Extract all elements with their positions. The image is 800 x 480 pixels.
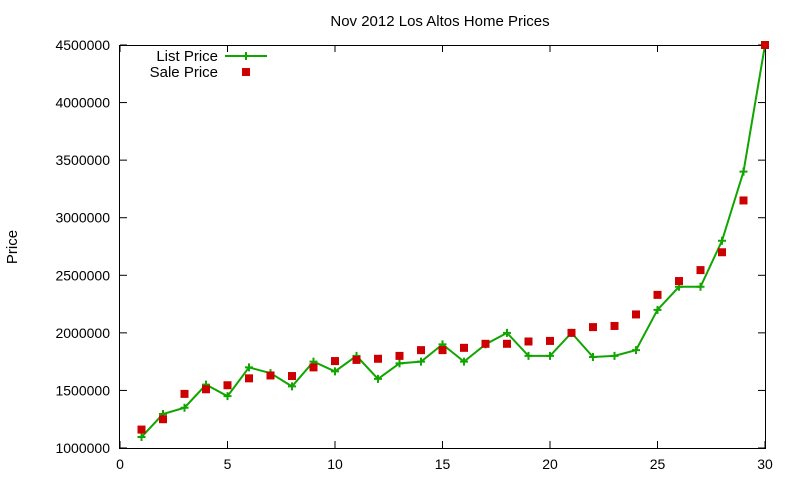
- sale-price-point: [331, 357, 339, 366]
- sale-price-point: [546, 336, 554, 345]
- sale-price-point: [761, 41, 769, 49]
- sale-price-point: [202, 385, 210, 394]
- y-tick-label: 4500000: [55, 37, 110, 53]
- sale-price-point: [438, 346, 447, 355]
- y-axis-label: Price: [4, 230, 21, 264]
- sale-price-point: [417, 346, 425, 355]
- sale-price-point: [503, 339, 511, 348]
- list-price-point: [739, 167, 748, 176]
- list-price-point: [288, 382, 296, 391]
- x-tick-label: 20: [542, 456, 558, 472]
- legend-label: Sale Price: [150, 64, 218, 81]
- sale-price-point: [374, 354, 382, 363]
- sale-price-point: [696, 266, 705, 275]
- list-price-line: [140, 44, 766, 438]
- list-price-point: [546, 351, 554, 360]
- list-price-point: [180, 403, 189, 412]
- y-tick-label: 3500000: [55, 152, 110, 168]
- list-price-point: [223, 392, 232, 401]
- sale-price-point: [223, 381, 232, 390]
- x-tick-label: 30: [757, 456, 773, 472]
- sale-price-point: [460, 343, 468, 352]
- list-price-point: [610, 351, 619, 360]
- legend-label: List Price: [156, 48, 218, 65]
- sale-price-point: [739, 196, 748, 205]
- axis-ticks: 0 5 10 15 20 25 30 1000000 1500000 2000000 2500000…: [55, 37, 773, 472]
- list-price-point: [331, 367, 339, 376]
- x-tick-label: 5: [224, 456, 232, 472]
- series-list-price: [137, 41, 769, 442]
- sale-price-point: [589, 323, 597, 332]
- series-layer: [137, 41, 769, 442]
- list-price-point: [245, 363, 253, 372]
- list-price-point: [503, 328, 511, 337]
- sale-price-point: [718, 248, 726, 257]
- sale-price-point: [632, 310, 640, 319]
- list-price-point: [653, 305, 662, 314]
- list-price-point: [524, 351, 533, 360]
- plot-frame: [119, 45, 766, 449]
- sale-price-point: [288, 372, 296, 381]
- y-tick-label: 1500000: [55, 382, 110, 398]
- sale-price-point: [137, 425, 146, 434]
- list-price-point: [632, 346, 640, 355]
- x-tick-label: 10: [327, 456, 343, 472]
- sale-price-point: [352, 355, 361, 364]
- sale-price-point: [309, 363, 318, 372]
- legend-square-swatch: [242, 68, 250, 76]
- series-sale-price: [137, 41, 769, 434]
- sale-price-point: [159, 415, 167, 424]
- x-tick-label: 25: [650, 456, 666, 472]
- sale-price-point: [266, 371, 275, 380]
- list-price-point: [137, 433, 146, 442]
- y-tick-label: 2500000: [55, 267, 110, 283]
- y-tick-label: 3000000: [55, 210, 110, 226]
- list-price-point: [696, 282, 705, 291]
- list-price-point: [374, 374, 382, 383]
- sale-price-point: [567, 328, 576, 337]
- sale-price-point: [180, 389, 189, 398]
- list-price-point: [417, 357, 425, 366]
- chart-title: Nov 2012 Los Altos Home Prices: [330, 13, 549, 30]
- list-price-point: [718, 236, 726, 245]
- sale-price-point: [245, 374, 253, 383]
- legend-plus-swatch: [242, 52, 250, 60]
- x-tick-label: 0: [116, 456, 124, 472]
- y-tick-label: 4000000: [55, 95, 110, 111]
- y-tick-label: 1000000: [55, 440, 110, 456]
- sale-price-point: [675, 277, 683, 286]
- sale-price-point: [524, 337, 533, 346]
- sale-price-point: [395, 351, 404, 360]
- x-tick-label: 15: [435, 456, 451, 472]
- list-price-point: [589, 353, 597, 362]
- list-price-point: [395, 359, 404, 368]
- list-price-point: [460, 357, 468, 366]
- y-tick-label: 2000000: [55, 325, 110, 341]
- sale-price-point: [653, 290, 662, 299]
- sale-price-point: [610, 321, 619, 330]
- sale-price-point: [481, 339, 490, 348]
